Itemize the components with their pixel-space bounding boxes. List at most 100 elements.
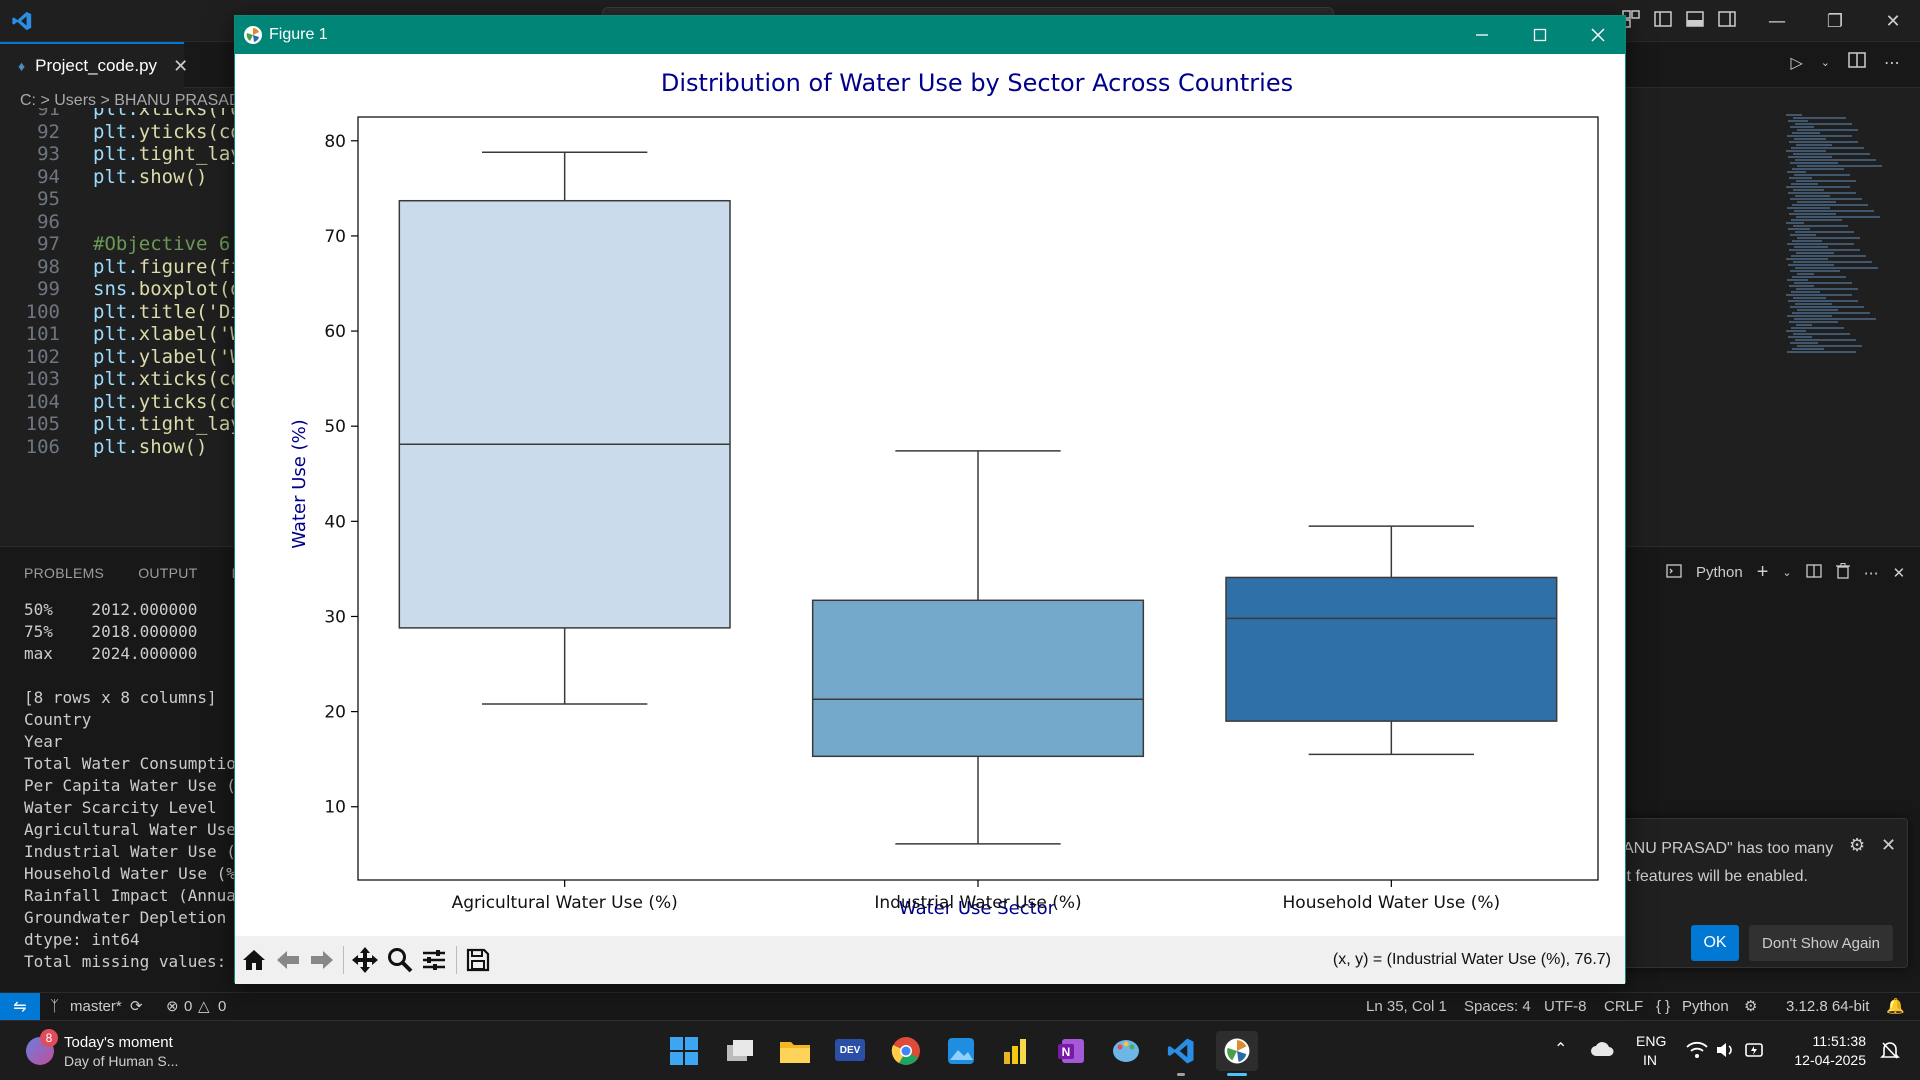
minimap-line	[1796, 144, 1832, 146]
weather-widget[interactable]: 8 Today's moment Day of Human S...	[20, 1029, 200, 1073]
close-panel-icon[interactable]: ✕	[1892, 564, 1906, 582]
notification-center-icon[interactable]	[1880, 1040, 1900, 1064]
figure-close-icon[interactable]	[1569, 16, 1627, 54]
start-windows-icon[interactable]	[664, 1031, 704, 1071]
dev-home-icon[interactable]: DEV	[830, 1031, 870, 1071]
split-editor-icon[interactable]	[1848, 52, 1866, 72]
tab-output[interactable]: OUTPUT	[138, 565, 198, 581]
toggle-panel-icon[interactable]	[1684, 8, 1706, 30]
minimap-line	[1791, 219, 1842, 221]
terminal-dropdown-icon[interactable]: ⌄	[1782, 567, 1792, 579]
code-line: 94 plt.show()	[0, 164, 240, 191]
tab-problems[interactable]: PROBLEMS	[24, 565, 105, 581]
dont-show-again-button[interactable]: Don't Show Again	[1749, 925, 1893, 961]
boxplot-chart[interactable]: Distribution of Water Use by Sector Acro…	[235, 54, 1625, 934]
power-bi-icon[interactable]	[996, 1031, 1036, 1071]
indentation[interactable]: Spaces: 4	[1464, 998, 1531, 1015]
error-count[interactable]: 0	[184, 998, 193, 1015]
wifi-icon[interactable]	[1686, 1041, 1708, 1063]
code-text: plt.ylabel('W	[93, 345, 242, 368]
run-icon[interactable]: ▷	[1790, 52, 1803, 72]
toggle-secondary-sidebar-icon[interactable]	[1716, 8, 1738, 30]
vscode-logo-icon[interactable]	[10, 10, 34, 32]
volume-icon[interactable]	[1716, 1041, 1736, 1063]
minimap-line	[1796, 180, 1856, 182]
sync-icon[interactable]: ⟳	[130, 998, 143, 1015]
minimap[interactable]	[1786, 114, 1906, 354]
error-icon[interactable]: ⊗	[166, 998, 179, 1015]
ok-button[interactable]: OK	[1691, 925, 1739, 961]
minimap-line	[1795, 123, 1852, 125]
onedrive-cloud-icon[interactable]	[1590, 1041, 1614, 1061]
clock-date[interactable]: 12-04-2025	[1794, 1052, 1866, 1068]
notifications-bell-icon[interactable]: 🔔	[1886, 998, 1905, 1015]
y-tick-label: 50	[324, 417, 346, 437]
back-arrow-icon[interactable]	[273, 945, 303, 975]
pan-move-icon[interactable]	[350, 945, 380, 975]
line-ending[interactable]: CRLF	[1604, 998, 1644, 1015]
git-branch-icon[interactable]: ᛉ	[50, 998, 60, 1015]
configure-subplots-icon[interactable]	[419, 945, 449, 975]
python-interpreter[interactable]: 3.12.8 64-bit	[1786, 998, 1870, 1015]
new-terminal-icon[interactable]: +	[1756, 561, 1769, 583]
git-branch[interactable]: master*	[70, 998, 122, 1015]
chart-marks: 10 20 30 40 50 60 70 80 Agricultural Water Use (…	[324, 132, 1558, 913]
figure-maximize-icon[interactable]	[1511, 16, 1569, 54]
notification-settings-icon[interactable]: ⚙	[1849, 835, 1866, 856]
code-text: plt.xlabel('W	[93, 323, 242, 345]
forward-arrow-icon[interactable]	[307, 945, 337, 975]
line-number: 98	[37, 255, 60, 278]
home-icon[interactable]	[239, 945, 269, 975]
minimap-line	[1795, 231, 1854, 233]
warning-icon[interactable]: △	[198, 998, 210, 1015]
close-icon[interactable]: ✕	[1885, 10, 1901, 32]
run-dropdown-icon[interactable]: ⌄	[1820, 55, 1830, 69]
paint-palette-icon[interactable]	[1106, 1031, 1146, 1071]
minimap-line	[1790, 306, 1864, 308]
onenote-icon[interactable]: N	[1051, 1031, 1091, 1071]
chrome-icon[interactable]	[886, 1031, 926, 1071]
warning-count[interactable]: 0	[218, 998, 227, 1015]
input-language-top[interactable]: ENG	[1636, 1033, 1667, 1049]
python-figure-taskbar-icon[interactable]	[1216, 1031, 1258, 1071]
language-mode[interactable]: Python	[1682, 998, 1729, 1015]
tab-project-code[interactable]: ♦ Project_code.py ✕	[0, 42, 188, 88]
show-hidden-icons-chevron-icon[interactable]: ⌃	[1554, 1041, 1568, 1058]
copilot-icon[interactable]: ⚙	[1744, 998, 1758, 1015]
minimap-line	[1797, 237, 1860, 239]
encoding[interactable]: UTF-8	[1544, 998, 1587, 1015]
minimap-line	[1793, 225, 1848, 227]
remote-indicator-icon[interactable]: ⇋	[0, 993, 40, 1021]
minimap-line	[1788, 228, 1810, 230]
split-terminal-icon[interactable]	[1805, 563, 1822, 582]
clock-time[interactable]: 11:51:38	[1812, 1033, 1866, 1049]
terminal-label[interactable]: Python	[1696, 564, 1743, 581]
y-tick-label: 40	[324, 512, 346, 532]
minimize-icon[interactable]: —	[1768, 10, 1786, 32]
terminal-line: dtype: int64	[24, 930, 140, 949]
more-panel-actions-icon[interactable]: ⋯	[1863, 564, 1879, 582]
vscode-taskbar-icon[interactable]	[1161, 1031, 1201, 1071]
restore-icon[interactable]: ❐	[1826, 10, 1844, 32]
more-actions-icon[interactable]: ⋯	[1884, 52, 1900, 72]
minimap-line	[1789, 177, 1812, 179]
trash-icon[interactable]	[1835, 562, 1850, 583]
minimap-line	[1786, 330, 1806, 332]
figure-title: Figure 1	[269, 26, 328, 43]
photos-icon[interactable]	[941, 1031, 981, 1071]
cursor-position[interactable]: Ln 35, Col 1	[1366, 998, 1447, 1015]
tab-close-icon[interactable]: ✕	[173, 55, 189, 76]
battery-icon[interactable]	[1744, 1041, 1764, 1063]
figure-minimize-icon[interactable]	[1453, 16, 1511, 54]
minimap-line	[1789, 249, 1860, 251]
code-line: 102 plt.ylabel('W	[0, 344, 242, 371]
minimap-line	[1797, 345, 1862, 347]
file-explorer-icon[interactable]	[775, 1031, 815, 1071]
toggle-primary-sidebar-icon[interactable]	[1652, 8, 1674, 30]
input-language-bottom[interactable]: IN	[1643, 1052, 1657, 1068]
save-disk-icon[interactable]	[463, 945, 493, 975]
notification-close-icon[interactable]: ✕	[1881, 835, 1897, 856]
figure-titlebar[interactable]: Figure 1	[235, 16, 1625, 54]
zoom-magnifier-icon[interactable]	[385, 945, 415, 975]
task-view-icon[interactable]	[720, 1031, 760, 1071]
